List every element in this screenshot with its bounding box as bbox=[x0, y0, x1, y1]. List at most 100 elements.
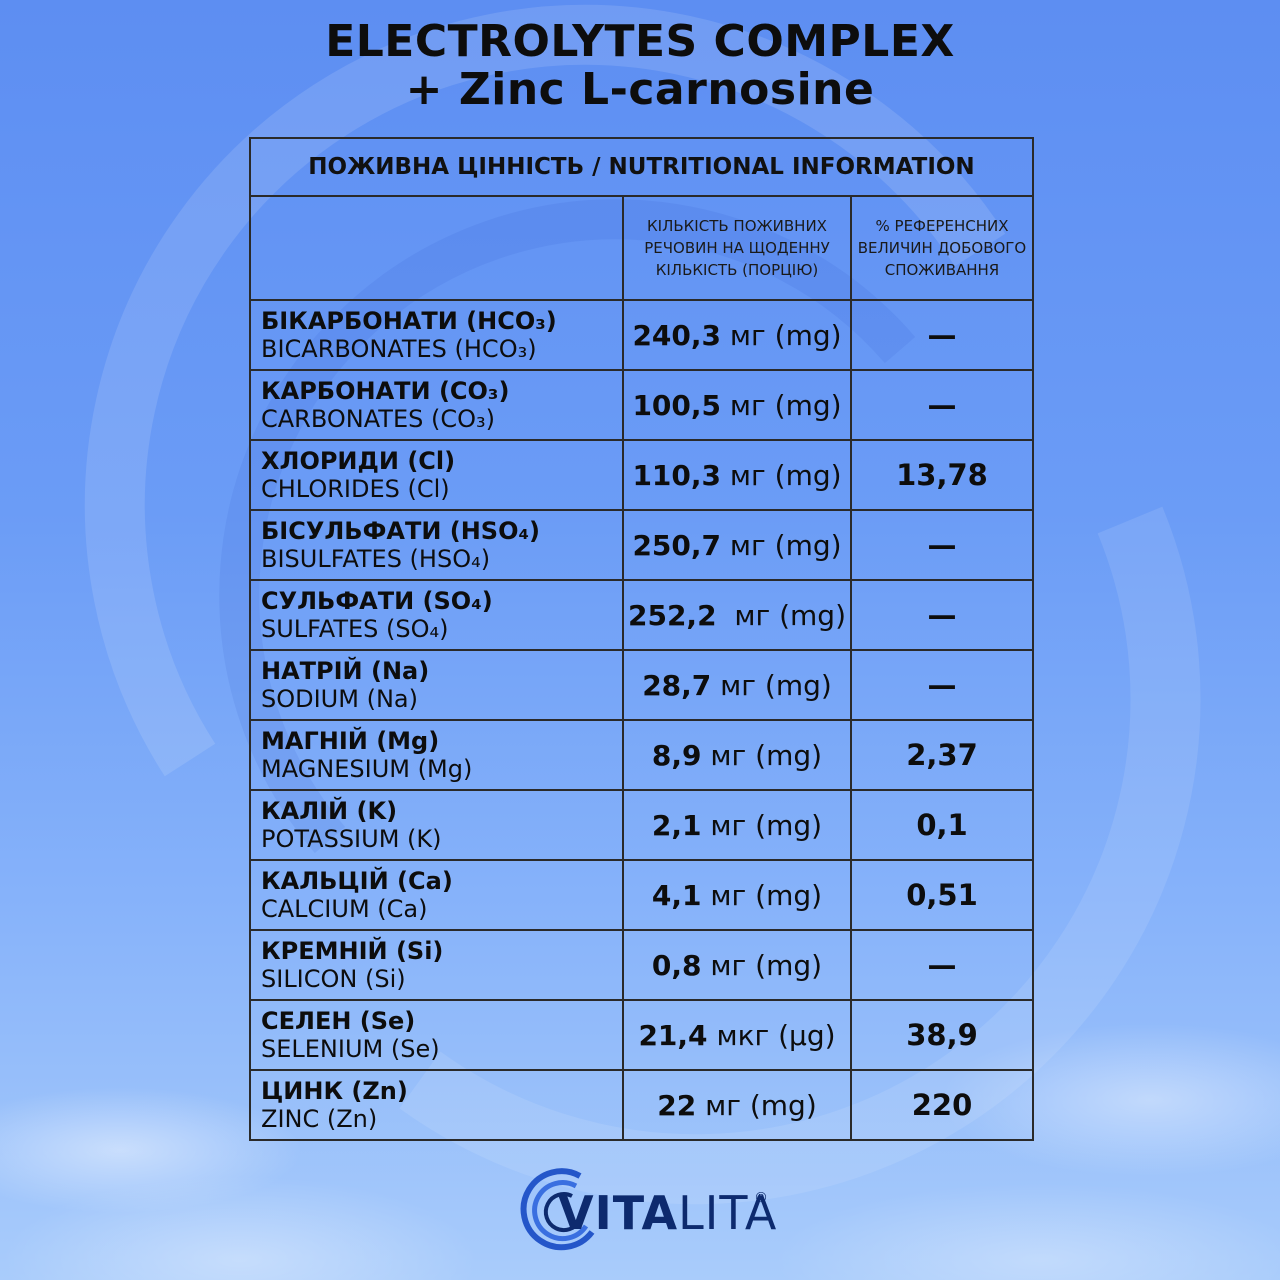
amount-unit: мг (mg) bbox=[716, 598, 846, 632]
amount-cell: 8,9 мг (mg) bbox=[622, 719, 852, 791]
nutrient-name-cell: КАРБОНАТИ (CO₃) CARBONATES (CO₃) bbox=[249, 369, 624, 441]
nutrient-name-en: MAGNESIUM (Mg) bbox=[261, 755, 473, 783]
nutrient-name-ua: БІСУЛЬФАТИ (HSO₄) bbox=[261, 517, 540, 545]
amount-cell: 240,3 мг (mg) bbox=[622, 299, 852, 371]
nutrient-name-ua: СЕЛЕН (Se) bbox=[261, 1007, 416, 1035]
amount-unit: мг (mg) bbox=[701, 808, 823, 842]
amount-unit: мг (mg) bbox=[701, 878, 823, 912]
table-row: СЕЛЕН (Se) SELENIUM (Se) 21,4 мкг (µg) 38,9 bbox=[249, 999, 1034, 1071]
table-row: МАГНІЙ (Mg) MAGNESIUM (Mg) 8,9 мг (mg) 2,37 bbox=[249, 719, 1034, 791]
amount-unit: мг (mg) bbox=[721, 318, 842, 352]
table-row: КРЕМНІЙ (Si) SILICON (Si) 0,8 мг (mg) — bbox=[249, 929, 1034, 1001]
nutrient-name-ua: МАГНІЙ (Mg) bbox=[261, 727, 440, 755]
amount-value: 8,9 bbox=[651, 738, 702, 772]
amount-unit: мкг (µg) bbox=[707, 1018, 836, 1052]
percent-cell: — bbox=[850, 369, 1034, 441]
percent-cell: 38,9 bbox=[850, 999, 1034, 1071]
nutrient-name-ua: КАРБОНАТИ (CO₃) bbox=[261, 377, 510, 405]
amount-cell: 110,3 мг (mg) bbox=[622, 439, 852, 511]
amount-value: 250,7 bbox=[632, 528, 722, 562]
nutrient-name-ua: ЦИНК (Zn) bbox=[261, 1077, 408, 1105]
amount-cell: 252,2 мг (mg) bbox=[622, 579, 852, 651]
amount-cell: 0,8 мг (mg) bbox=[622, 929, 852, 1001]
column-header-percent: % РЕФЕРЕНСНИХ ВЕЛИЧИН ДОБОВОГО СПОЖИВАНН… bbox=[850, 195, 1034, 301]
title-line-1: ELECTROLYTES COMPLEX bbox=[325, 16, 955, 67]
nutrient-name-ua: КРЕМНІЙ (Si) bbox=[261, 937, 444, 965]
amount-value: 2,1 bbox=[651, 808, 702, 842]
table-row: НАТРІЙ (Na) SODIUM (Na) 28,7 мг (mg) — bbox=[249, 649, 1034, 721]
percent-cell: 2,37 bbox=[850, 719, 1034, 791]
percent-cell: — bbox=[850, 929, 1034, 1001]
amount-unit: мг (mg) bbox=[701, 738, 823, 772]
nutrient-name-cell: СЕЛЕН (Se) SELENIUM (Se) bbox=[249, 999, 624, 1071]
logo-text-bold: VITA bbox=[558, 1186, 679, 1240]
nutrient-name-en: SODIUM (Na) bbox=[261, 685, 418, 713]
nutrient-name-cell: НАТРІЙ (Na) SODIUM (Na) bbox=[249, 649, 624, 721]
table-row: КАРБОНАТИ (CO₃) CARBONATES (CO₃) 100,5 мг … bbox=[249, 369, 1034, 441]
nutrient-name-ua: НАТРІЙ (Na) bbox=[261, 657, 430, 685]
table-row: БІСУЛЬФАТИ (HSO₄) BISULFATES (HSO₄) 250,7 … bbox=[249, 509, 1034, 581]
table-row: КАЛІЙ (K) POTASSIUM (K) 2,1 мг (mg) 0,1 bbox=[249, 789, 1034, 861]
vitalita-logo: VITALITA ® bbox=[520, 1168, 780, 1258]
nutrient-name-en: BICARBONATES (HCO₃) bbox=[261, 335, 537, 363]
amount-unit: мг (mg) bbox=[721, 458, 842, 492]
amount-value: 0,8 bbox=[651, 948, 702, 982]
amount-unit: мг (mg) bbox=[696, 1088, 817, 1122]
amount-value: 110,3 bbox=[632, 458, 722, 492]
nutrient-name-cell: БІСУЛЬФАТИ (HSO₄) BISULFATES (HSO₄) bbox=[249, 509, 624, 581]
nutrient-name-cell: КАЛЬЦІЙ (Ca) CALCIUM (Ca) bbox=[249, 859, 624, 931]
table-row: ЦИНК (Zn) ZINC (Zn) 22 мг (mg) 220 bbox=[249, 1069, 1034, 1141]
nutrient-name-en: ZINC (Zn) bbox=[261, 1105, 378, 1133]
amount-value: 240,3 bbox=[632, 318, 722, 352]
nutrient-name-cell: СУЛЬФАТИ (SO₄) SULFATES (SO₄) bbox=[249, 579, 624, 651]
percent-cell: — bbox=[850, 579, 1034, 651]
registered-mark: ® bbox=[754, 1190, 768, 1206]
nutrient-name-ua: БІКАРБОНАТИ (HCO₃) bbox=[261, 307, 557, 335]
amount-value: 4,1 bbox=[651, 878, 702, 912]
amount-value: 28,7 bbox=[642, 668, 712, 702]
percent-cell: 0,1 bbox=[850, 789, 1034, 861]
title-line-2: + Zinc L-carnosine bbox=[405, 64, 875, 115]
percent-cell: 13,78 bbox=[850, 439, 1034, 511]
amount-cell: 22 мг (mg) bbox=[622, 1069, 852, 1141]
amount-unit: мг (mg) bbox=[711, 668, 832, 702]
logo-text-light: LITA bbox=[678, 1186, 778, 1240]
logo-swirl-icon bbox=[520, 1168, 595, 1251]
amount-unit: мг (mg) bbox=[721, 528, 842, 562]
column-header-amount: КІЛЬКІСТЬ ПОЖИВНИХ РЕЧОВИН НА ЩОДЕННУ КІ… bbox=[622, 195, 852, 301]
nutrient-name-ua: СУЛЬФАТИ (SO₄) bbox=[261, 587, 493, 615]
nutrient-name-cell: КРЕМНІЙ (Si) SILICON (Si) bbox=[249, 929, 624, 1001]
amount-unit: мг (mg) bbox=[701, 948, 823, 982]
nutrient-name-cell: БІКАРБОНАТИ (HCO₃) BICARBONATES (HCO₃) bbox=[249, 299, 624, 371]
nutrition-table: ПОЖИВНА ЦІННІСТЬ / NUTRITIONAL INFORMATI… bbox=[249, 137, 1034, 1141]
amount-value: 100,5 bbox=[632, 388, 722, 422]
nutrient-name-en: SELENIUM (Se) bbox=[261, 1035, 440, 1063]
nutrient-name-en: CARBONATES (CO₃) bbox=[261, 405, 495, 433]
amount-cell: 21,4 мкг (µg) bbox=[622, 999, 852, 1071]
nutrient-name-en: SILICON (Si) bbox=[261, 965, 406, 993]
amount-cell: 4,1 мг (mg) bbox=[622, 859, 852, 931]
table-row: БІКАРБОНАТИ (HCO₃) BICARBONATES (HCO₃) 240… bbox=[249, 299, 1034, 371]
nutrient-name-en: CALCIUM (Ca) bbox=[261, 895, 428, 923]
nutrient-name-en: CHLORIDES (Cl) bbox=[261, 475, 450, 503]
nutrient-name-en: BISULFATES (HSO₄) bbox=[261, 545, 491, 573]
nutrient-name-cell: ХЛОРИДИ (Cl) CHLORIDES (Cl) bbox=[249, 439, 624, 511]
table-row: СУЛЬФАТИ (SO₄) SULFATES (SO₄) 252,2 мг (mg… bbox=[249, 579, 1034, 651]
amount-unit: мг (mg) bbox=[721, 388, 842, 422]
percent-cell: 0,51 bbox=[850, 859, 1034, 931]
percent-cell: — bbox=[850, 509, 1034, 581]
percent-cell: — bbox=[850, 299, 1034, 371]
amount-value: 22 bbox=[657, 1088, 697, 1122]
table-row: КАЛЬЦІЙ (Ca) CALCIUM (Ca) 4,1 мг (mg) 0,51 bbox=[249, 859, 1034, 931]
nutrient-name-en: POTASSIUM (K) bbox=[261, 825, 442, 853]
logo-wordmark: VITALITA bbox=[558, 1186, 777, 1240]
amount-cell: 2,1 мг (mg) bbox=[622, 789, 852, 861]
table-row: ХЛОРИДИ (Cl) CHLORIDES (Cl) 110,3 мг (mg) 1… bbox=[249, 439, 1034, 511]
nutrient-name-en: SULFATES (SO₄) bbox=[261, 615, 449, 643]
amount-cell: 250,7 мг (mg) bbox=[622, 509, 852, 581]
nutrient-name-ua: ХЛОРИДИ (Cl) bbox=[261, 447, 456, 475]
table-header: ПОЖИВНА ЦІННІСТЬ / NUTRITIONAL INFORMATI… bbox=[249, 137, 1034, 197]
amount-value: 252,2 bbox=[627, 598, 717, 632]
nutrient-name-ua: КАЛЬЦІЙ (Ca) bbox=[261, 867, 453, 895]
percent-cell: 220 bbox=[850, 1069, 1034, 1141]
